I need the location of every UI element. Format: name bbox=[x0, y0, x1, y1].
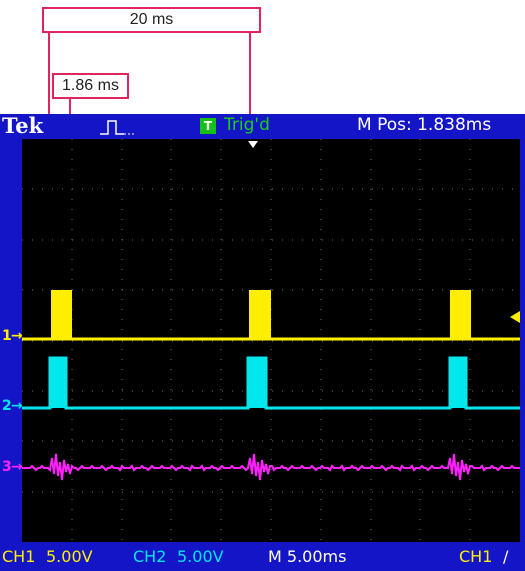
ch1-scale: 5.00V bbox=[46, 547, 93, 566]
trigger-level-marker bbox=[510, 311, 520, 323]
scope-status-bar: Tek T Trig'd M Pos: 1.838ms bbox=[0, 113, 525, 141]
ch2-scale: 5.00V bbox=[177, 547, 224, 566]
waveform-plot bbox=[22, 139, 520, 542]
ch2-trace bbox=[22, 356, 520, 410]
trigger-time-marker bbox=[248, 141, 258, 148]
ch1-label: CH1 bbox=[2, 547, 36, 566]
ch3-trace bbox=[22, 453, 520, 481]
ch1-trace bbox=[22, 290, 520, 341]
scope-settings-bar: CH1 5.00V CH2 5.00V M 5.00ms CH1 / bbox=[0, 543, 525, 571]
timebase: M 5.00ms bbox=[268, 547, 347, 566]
ch2-marker-arrow: → bbox=[11, 398, 23, 414]
ch1-marker-arrow: → bbox=[11, 328, 23, 344]
ch2-marker: 2 bbox=[2, 398, 12, 414]
period-annotation: 20 ms bbox=[42, 7, 261, 33]
horizontal-position: M Pos: 1.838ms bbox=[357, 115, 492, 135]
trigger-source: CH1 bbox=[459, 547, 493, 566]
ch3-marker-arrow: → bbox=[11, 459, 23, 475]
trigger-status: Trig'd bbox=[224, 115, 270, 135]
ch1-marker: 1 bbox=[2, 328, 12, 344]
ch2-label: CH2 bbox=[133, 547, 167, 566]
tek-logo: Tek bbox=[2, 113, 44, 138]
period-annotation-label: 20 ms bbox=[129, 11, 174, 28]
rising-edge-pulse-icon bbox=[100, 118, 136, 141]
waveform-screen bbox=[22, 139, 520, 542]
pulse-width-annotation-label: 1.86 ms bbox=[62, 77, 119, 94]
trigger-badge: T bbox=[200, 118, 216, 134]
pulse-width-annotation: 1.86 ms bbox=[52, 73, 129, 99]
ch3-marker: 3 bbox=[2, 459, 12, 475]
trigger-slope-icon: / bbox=[503, 547, 509, 566]
oscilloscope-display: Tek T Trig'd M Pos: 1.838ms bbox=[0, 113, 525, 571]
